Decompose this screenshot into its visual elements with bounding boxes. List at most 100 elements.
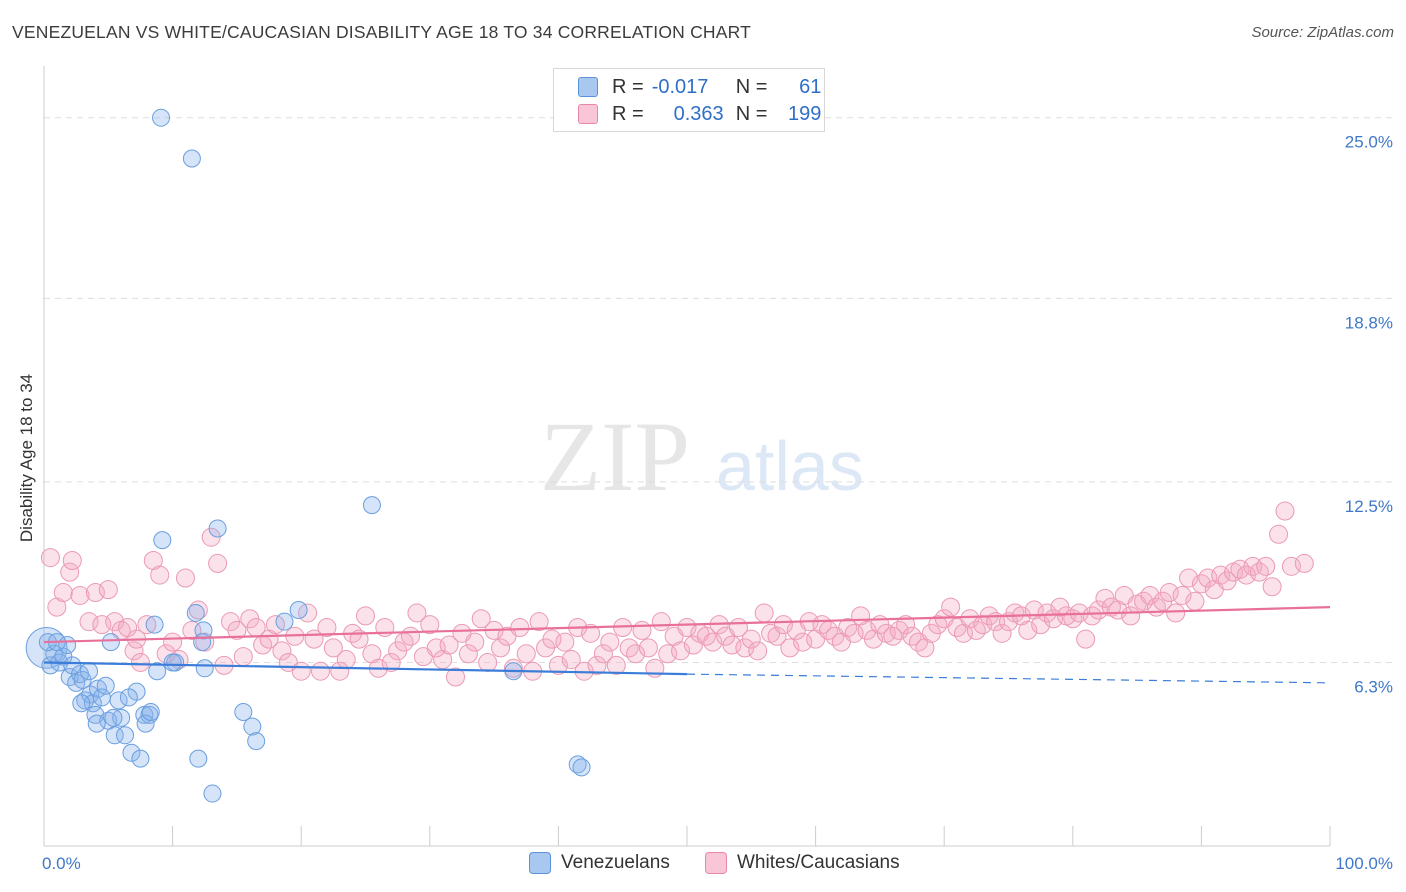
- point-whites: [606, 655, 626, 675]
- point-whites: [85, 583, 105, 603]
- source-label: Source: ZipAtlas.com: [1251, 24, 1394, 41]
- point-whites: [291, 661, 311, 681]
- point-whites: [130, 652, 150, 672]
- point-whites: [446, 667, 466, 687]
- point-whites: [561, 650, 581, 670]
- series-legend-whites: Whites/Caucasians: [705, 852, 900, 874]
- series-legend-venezuelans: Venezuelans: [529, 852, 670, 874]
- point-whites: [992, 623, 1012, 643]
- point-whites: [92, 615, 112, 635]
- point-whites: [336, 650, 356, 670]
- gridlines: [44, 117, 1392, 663]
- point-whites: [317, 618, 337, 638]
- point-whites: [426, 638, 446, 658]
- legend-n-label: N =: [735, 102, 768, 125]
- watermark-zip: ZIP: [540, 401, 690, 512]
- point-whites: [548, 655, 568, 675]
- y-axis-label: Disability Age 18 to 34: [17, 374, 36, 542]
- point-venezuelans: [163, 653, 182, 672]
- point-whites: [844, 623, 864, 643]
- point-whites: [1281, 556, 1301, 576]
- point-venezuelans: [148, 662, 167, 681]
- point-venezuelans: [234, 702, 253, 721]
- point-whites: [233, 647, 253, 667]
- point-venezuelans: [275, 612, 294, 631]
- point-whites: [638, 638, 658, 658]
- watermark-atlas: atlas: [716, 427, 864, 505]
- stats-legend: R = -0.017 N = 61 R = 0.363 N = 199: [553, 68, 825, 132]
- point-venezuelans: [203, 784, 222, 803]
- point-whites: [478, 652, 498, 672]
- point-whites: [581, 623, 601, 643]
- point-venezuelans: [152, 108, 171, 127]
- legend-n-value: 61: [799, 75, 822, 98]
- point-whites: [137, 615, 157, 635]
- point-whites: [381, 652, 401, 672]
- point-venezuelans: [131, 749, 150, 768]
- legend-swatch-pink: [578, 104, 598, 124]
- point-whites: [767, 626, 787, 646]
- point-whites: [188, 600, 208, 620]
- legend-r-value: -0.017: [651, 75, 709, 98]
- point-whites: [471, 609, 491, 629]
- point-venezuelans: [362, 496, 381, 515]
- point-venezuelans: [208, 519, 227, 538]
- point-whites: [491, 638, 511, 658]
- x-tick-label: 100.0%: [1335, 854, 1393, 873]
- point-whites: [542, 629, 562, 649]
- trend-venezuelans: [43, 661, 688, 676]
- legend-r-value: 0.363: [673, 102, 724, 125]
- point-whites: [1198, 568, 1218, 588]
- legend-swatch-blue: [578, 77, 598, 97]
- point-whites: [941, 597, 961, 617]
- point-whites: [896, 615, 916, 635]
- point-venezuelans: [116, 726, 135, 745]
- point-whites: [323, 638, 343, 658]
- y-tick-label: 18.8%: [1345, 313, 1393, 332]
- point-venezuelans: [153, 531, 172, 550]
- point-venezuelans: [572, 758, 591, 777]
- point-whites: [754, 603, 774, 623]
- point-whites: [227, 620, 247, 640]
- point-whites: [703, 632, 723, 652]
- point-whites: [593, 644, 613, 664]
- point-whites: [208, 553, 228, 573]
- point-whites: [272, 641, 292, 661]
- point-whites: [1179, 568, 1199, 588]
- point-whites: [407, 603, 427, 623]
- point-whites: [1294, 553, 1314, 573]
- point-whites: [626, 644, 646, 664]
- point-whites: [79, 612, 99, 632]
- point-venezuelans: [189, 749, 208, 768]
- point-whites: [175, 568, 195, 588]
- trend-lines: [43, 606, 1331, 684]
- axes: [43, 66, 1331, 847]
- legend-n-value: 199: [788, 102, 822, 125]
- trend-venezuelans-dashed: [686, 673, 1331, 684]
- series-swatch-pink: [705, 852, 727, 874]
- point-venezuelans: [140, 705, 159, 724]
- data-points: [25, 108, 1314, 803]
- point-whites: [53, 583, 73, 603]
- point-venezuelans: [247, 732, 266, 751]
- point-whites: [1275, 501, 1295, 521]
- trend-whites: [43, 606, 1331, 644]
- point-whites: [555, 632, 575, 652]
- point-whites: [741, 629, 761, 649]
- point-whites: [98, 580, 118, 600]
- point-whites: [516, 644, 536, 664]
- point-whites: [773, 615, 793, 635]
- point-whites: [1159, 583, 1179, 603]
- point-venezuelans: [72, 694, 91, 713]
- point-venezuelans: [122, 743, 141, 762]
- point-whites: [748, 641, 768, 661]
- point-whites: [1166, 603, 1186, 623]
- point-whites: [60, 562, 80, 582]
- point-venezuelans: [80, 662, 99, 681]
- point-whites: [651, 612, 671, 632]
- point-venezuelans: [182, 149, 201, 168]
- point-whites: [356, 606, 375, 626]
- point-whites: [465, 632, 485, 652]
- point-venezuelans: [194, 621, 213, 640]
- point-whites: [1256, 556, 1276, 576]
